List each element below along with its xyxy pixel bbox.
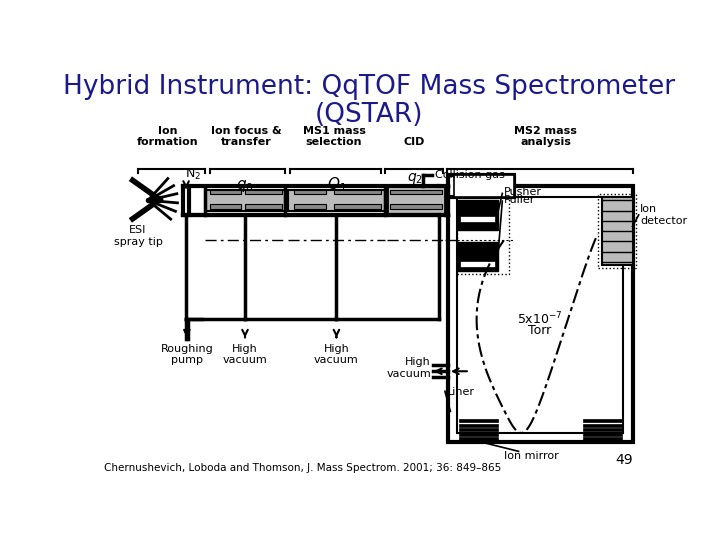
FancyBboxPatch shape [583, 419, 621, 422]
Text: 5x10$^{-7}$: 5x10$^{-7}$ [517, 310, 562, 327]
FancyBboxPatch shape [583, 423, 621, 427]
Text: Roughing
pump: Roughing pump [161, 343, 213, 365]
FancyBboxPatch shape [583, 437, 621, 441]
FancyBboxPatch shape [459, 423, 498, 427]
FancyBboxPatch shape [294, 204, 325, 209]
FancyBboxPatch shape [459, 437, 498, 441]
FancyBboxPatch shape [459, 428, 498, 431]
Text: MS2 mass
analysis: MS2 mass analysis [514, 126, 577, 147]
Text: $q_2$: $q_2$ [408, 172, 423, 186]
FancyBboxPatch shape [457, 200, 498, 230]
FancyBboxPatch shape [459, 419, 498, 422]
FancyBboxPatch shape [457, 197, 624, 433]
FancyBboxPatch shape [390, 204, 442, 209]
Text: Ion
detector: Ion detector [640, 204, 688, 226]
Text: N$_2$: N$_2$ [184, 167, 201, 182]
FancyBboxPatch shape [448, 186, 632, 442]
Text: CID: CID [403, 137, 425, 147]
FancyBboxPatch shape [459, 433, 498, 436]
FancyBboxPatch shape [459, 261, 495, 267]
FancyBboxPatch shape [457, 242, 498, 271]
Text: Puller: Puller [504, 194, 535, 205]
Text: (QSTAR): (QSTAR) [315, 102, 423, 128]
Text: Torr: Torr [528, 324, 551, 337]
Text: ESI
spray tip: ESI spray tip [114, 225, 163, 247]
FancyBboxPatch shape [601, 197, 632, 265]
Text: Hybrid Instrument: QqTOF Mass Spectrometer: Hybrid Instrument: QqTOF Mass Spectromet… [63, 74, 675, 100]
FancyBboxPatch shape [204, 190, 285, 211]
Text: High
vacuum: High vacuum [314, 343, 359, 365]
Text: Liner: Liner [446, 387, 474, 397]
FancyBboxPatch shape [334, 190, 381, 194]
FancyBboxPatch shape [245, 190, 282, 194]
Text: 49: 49 [615, 453, 632, 467]
Text: Pusher: Pusher [504, 187, 542, 197]
Text: High
vacuum: High vacuum [222, 343, 267, 365]
FancyBboxPatch shape [210, 204, 241, 209]
FancyBboxPatch shape [334, 204, 381, 209]
FancyBboxPatch shape [454, 175, 514, 197]
FancyBboxPatch shape [245, 204, 282, 209]
Text: Ion mirror: Ion mirror [505, 451, 559, 461]
Text: $Q_1$: $Q_1$ [327, 176, 346, 194]
FancyBboxPatch shape [210, 190, 241, 194]
FancyBboxPatch shape [387, 186, 445, 215]
FancyBboxPatch shape [390, 190, 442, 194]
Text: Ion
formation: Ion formation [137, 126, 198, 147]
FancyBboxPatch shape [459, 215, 495, 222]
FancyBboxPatch shape [583, 428, 621, 431]
FancyBboxPatch shape [294, 190, 325, 194]
Text: High
vacuum: High vacuum [386, 357, 431, 379]
Text: $q_0$: $q_0$ [236, 178, 254, 194]
FancyBboxPatch shape [448, 175, 514, 197]
Text: MS1 mass
selection: MS1 mass selection [302, 126, 366, 147]
Text: Ion focus &
transfer: Ion focus & transfer [211, 126, 282, 147]
FancyBboxPatch shape [583, 433, 621, 436]
FancyBboxPatch shape [289, 190, 384, 211]
Text: Chernushevich, Loboda and Thomson, J. Mass Spectrom. 2001; 36: 849–865: Chernushevich, Loboda and Thomson, J. Ma… [104, 463, 501, 473]
Text: Collision gas: Collision gas [435, 170, 505, 180]
